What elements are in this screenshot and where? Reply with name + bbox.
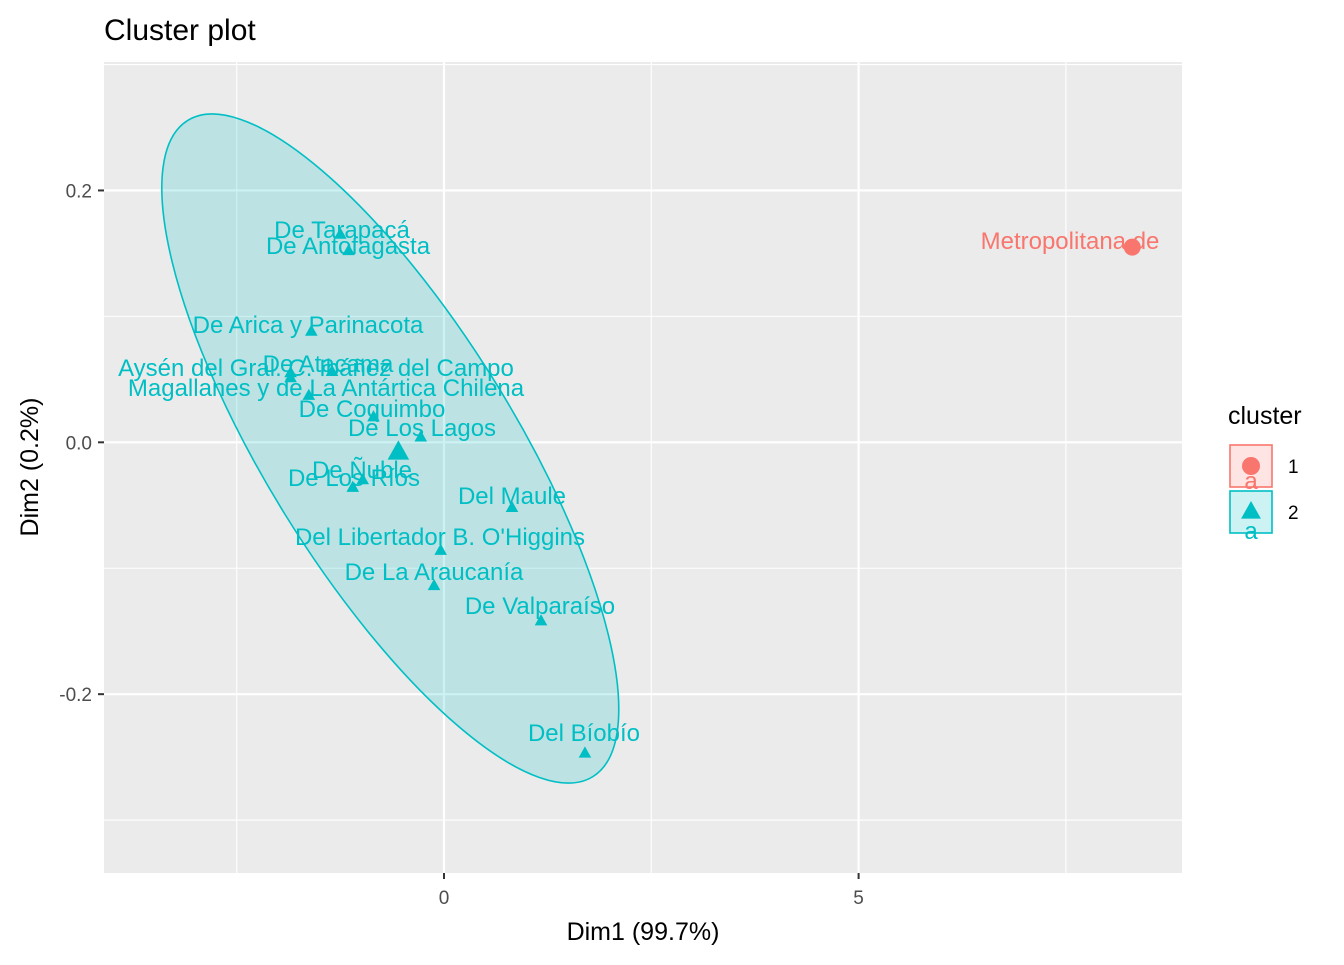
chart-title: Cluster plot bbox=[104, 14, 256, 47]
legend-title: cluster bbox=[1228, 402, 1302, 430]
y-axis-title: Dim2 (0.2%) bbox=[16, 398, 44, 537]
cluster-1-point bbox=[1123, 238, 1141, 256]
legend-key-triangle bbox=[1241, 501, 1261, 519]
x-axis-title: Dim1 (99.7%) bbox=[567, 918, 720, 946]
cluster-2-point-label: De Atacama bbox=[263, 351, 394, 378]
y-tick-label: 0.0 bbox=[66, 433, 92, 454]
y-tick-label: 0.2 bbox=[66, 181, 92, 202]
x-tick-label: 5 bbox=[853, 888, 864, 909]
cluster-2-point bbox=[284, 371, 297, 383]
legend-key-glyph-1: a bbox=[1244, 468, 1258, 495]
cluster-2-point-label: De Antofagasta bbox=[266, 233, 431, 260]
cluster-2-point-label: Aysén del Gral. C. Ibáñez del Campo bbox=[118, 355, 514, 382]
cluster-2-point bbox=[367, 410, 380, 422]
cluster-2-point-label: De Arica y Parinacota bbox=[193, 312, 424, 339]
legend-key-glyph-2: a bbox=[1244, 518, 1258, 545]
legend-label-1: 1 bbox=[1288, 457, 1299, 478]
y-tick-label: -0.2 bbox=[59, 685, 92, 706]
x-tick-label: 0 bbox=[439, 888, 450, 909]
cluster-2-point-label: Magallanes y de La Antártica Chilena bbox=[128, 375, 525, 402]
cluster-2-point bbox=[342, 243, 355, 256]
cluster-2-ellipse bbox=[161, 113, 620, 784]
cluster-2-point-label: De Tarapacá bbox=[274, 217, 410, 244]
cluster-2-point bbox=[434, 543, 447, 555]
cluster-2-point bbox=[414, 430, 428, 442]
axes-layer: 0 5 -0.2 0.0 0.2 bbox=[59, 181, 864, 909]
cluster-2-centroid bbox=[387, 440, 410, 460]
cluster-2-point-label: De Valparaíso bbox=[465, 593, 615, 620]
legend: cluster a 1 a 2 bbox=[1228, 402, 1302, 545]
marks-layer bbox=[284, 227, 1141, 758]
panel-background bbox=[104, 62, 1182, 873]
cluster-2-point bbox=[356, 473, 370, 485]
cluster-2-point bbox=[505, 500, 519, 512]
cluster-2-point bbox=[427, 578, 441, 591]
legend-key-circle bbox=[1242, 457, 1260, 475]
cluster-2-point bbox=[578, 746, 592, 758]
cluster-2-point bbox=[302, 388, 316, 400]
cluster-2-point-label: De Los Ríos bbox=[288, 465, 420, 492]
cluster-2-point bbox=[305, 324, 318, 336]
legend-label-2: 2 bbox=[1288, 503, 1299, 524]
cluster-2-point bbox=[346, 480, 360, 492]
cluster-2-point-label: Del Libertador B. O'Higgins bbox=[295, 524, 585, 551]
cluster-2-point bbox=[325, 364, 339, 376]
cluster-2-point-label: De La Araucanía bbox=[345, 559, 524, 586]
cluster-1-point-label: Metropolitana de bbox=[981, 228, 1160, 255]
cluster-2-point-label: De Los Lagos bbox=[348, 415, 496, 442]
cluster-2-point-label: De Coquimbo bbox=[299, 396, 446, 423]
cluster-2-point-label: Del Maule bbox=[458, 483, 566, 510]
cluster-2-point-label: De Ñuble bbox=[312, 457, 412, 484]
plot-panel bbox=[104, 62, 1182, 873]
cluster-ellipse-layer bbox=[161, 113, 620, 784]
cluster-2-point-label: Del Bíobío bbox=[528, 720, 640, 747]
cluster-2-point bbox=[534, 614, 548, 626]
cluster-2-point bbox=[334, 227, 347, 239]
